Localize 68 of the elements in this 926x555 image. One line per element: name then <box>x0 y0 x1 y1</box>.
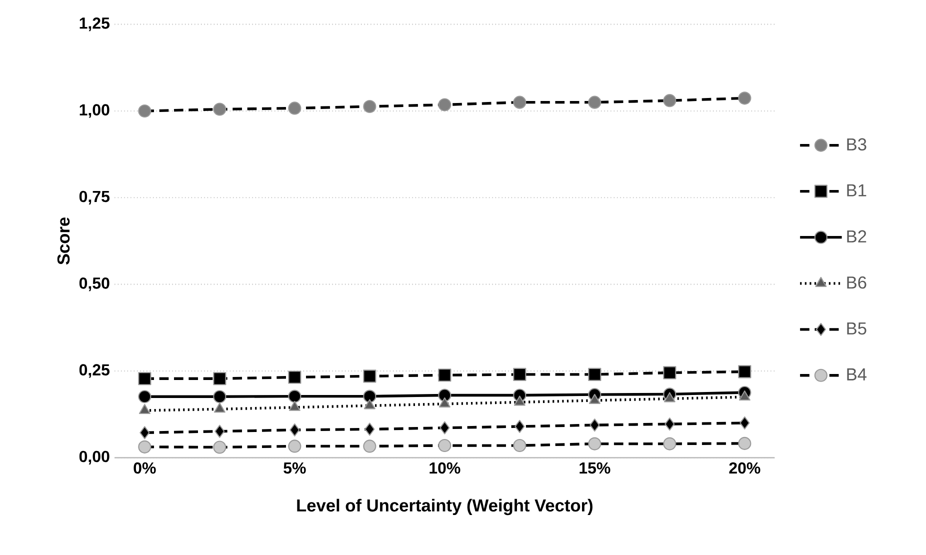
x-tick-label: 15% <box>580 462 610 474</box>
point <box>363 440 376 453</box>
point <box>740 416 750 430</box>
point <box>588 96 602 109</box>
point <box>664 392 676 402</box>
point <box>213 390 226 404</box>
point <box>514 420 525 433</box>
point <box>663 437 676 450</box>
legend-label: B6 <box>847 276 866 289</box>
y-tick-label: 0,25 <box>79 364 110 378</box>
point <box>290 423 300 436</box>
point <box>213 102 226 116</box>
point <box>364 422 375 436</box>
point <box>588 437 602 450</box>
point <box>514 396 526 406</box>
point <box>438 397 450 408</box>
point <box>438 438 452 452</box>
point <box>363 370 376 383</box>
point <box>738 92 752 105</box>
legend-label: B5 <box>847 322 866 335</box>
point <box>140 426 150 440</box>
point <box>738 390 750 401</box>
point <box>590 418 600 432</box>
point <box>513 438 526 452</box>
point <box>513 96 526 109</box>
point <box>288 440 302 453</box>
point <box>663 366 676 380</box>
point <box>363 100 376 114</box>
point <box>364 399 376 410</box>
point <box>438 368 452 382</box>
point <box>738 436 752 450</box>
point <box>663 94 676 108</box>
point <box>213 440 226 454</box>
legend-label: B1 <box>847 184 866 196</box>
point <box>288 390 302 403</box>
x-tick-label: 0% <box>134 462 156 474</box>
y-tick-label: 0,75 <box>79 190 110 204</box>
point <box>440 421 450 434</box>
y-tick-label: 1,25 <box>80 18 110 32</box>
point <box>138 440 152 454</box>
x-tick-label: 20% <box>729 462 760 474</box>
point <box>214 402 226 413</box>
point <box>664 417 675 431</box>
point <box>513 368 526 381</box>
y-tick-label: 0,00 <box>79 450 110 464</box>
point <box>213 372 226 386</box>
y-tick-label: 0,50 <box>79 278 110 292</box>
x-tick-label: 10% <box>430 462 460 474</box>
point <box>363 390 376 403</box>
legend-label: B4 <box>847 368 866 380</box>
x-tick-label: 5% <box>284 462 306 474</box>
x-axis-title: Level of Uncertainty (Weight Vector) <box>297 498 592 516</box>
point <box>138 372 152 386</box>
point <box>288 102 302 115</box>
y-tick-label: 1,00 <box>80 104 110 118</box>
point <box>214 424 225 438</box>
legend-label: B2 <box>847 230 866 242</box>
point <box>138 404 150 414</box>
point <box>288 370 302 384</box>
point <box>738 365 752 378</box>
y-axis-title: Score <box>57 217 70 265</box>
point <box>588 394 600 404</box>
legend-label: B3 <box>847 138 866 151</box>
point <box>438 98 452 112</box>
point <box>138 390 152 404</box>
point <box>138 104 152 118</box>
point <box>588 368 602 381</box>
point <box>288 400 300 411</box>
